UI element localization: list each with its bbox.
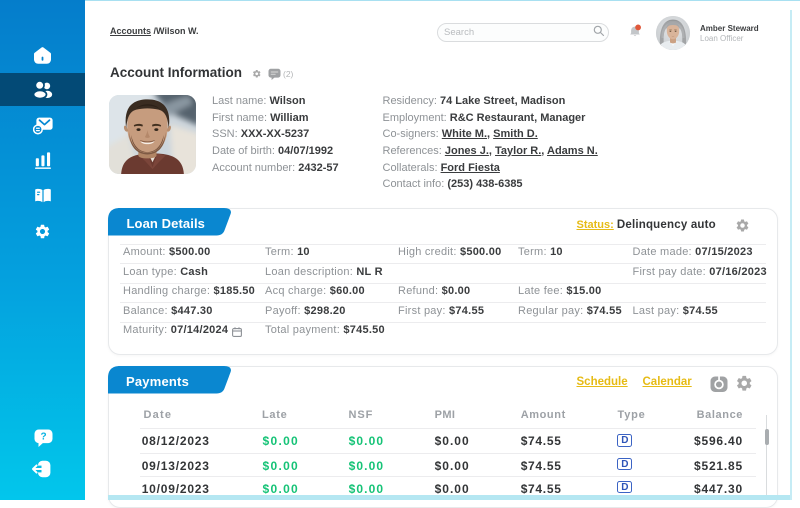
svg-text:?: ? [40,432,46,443]
